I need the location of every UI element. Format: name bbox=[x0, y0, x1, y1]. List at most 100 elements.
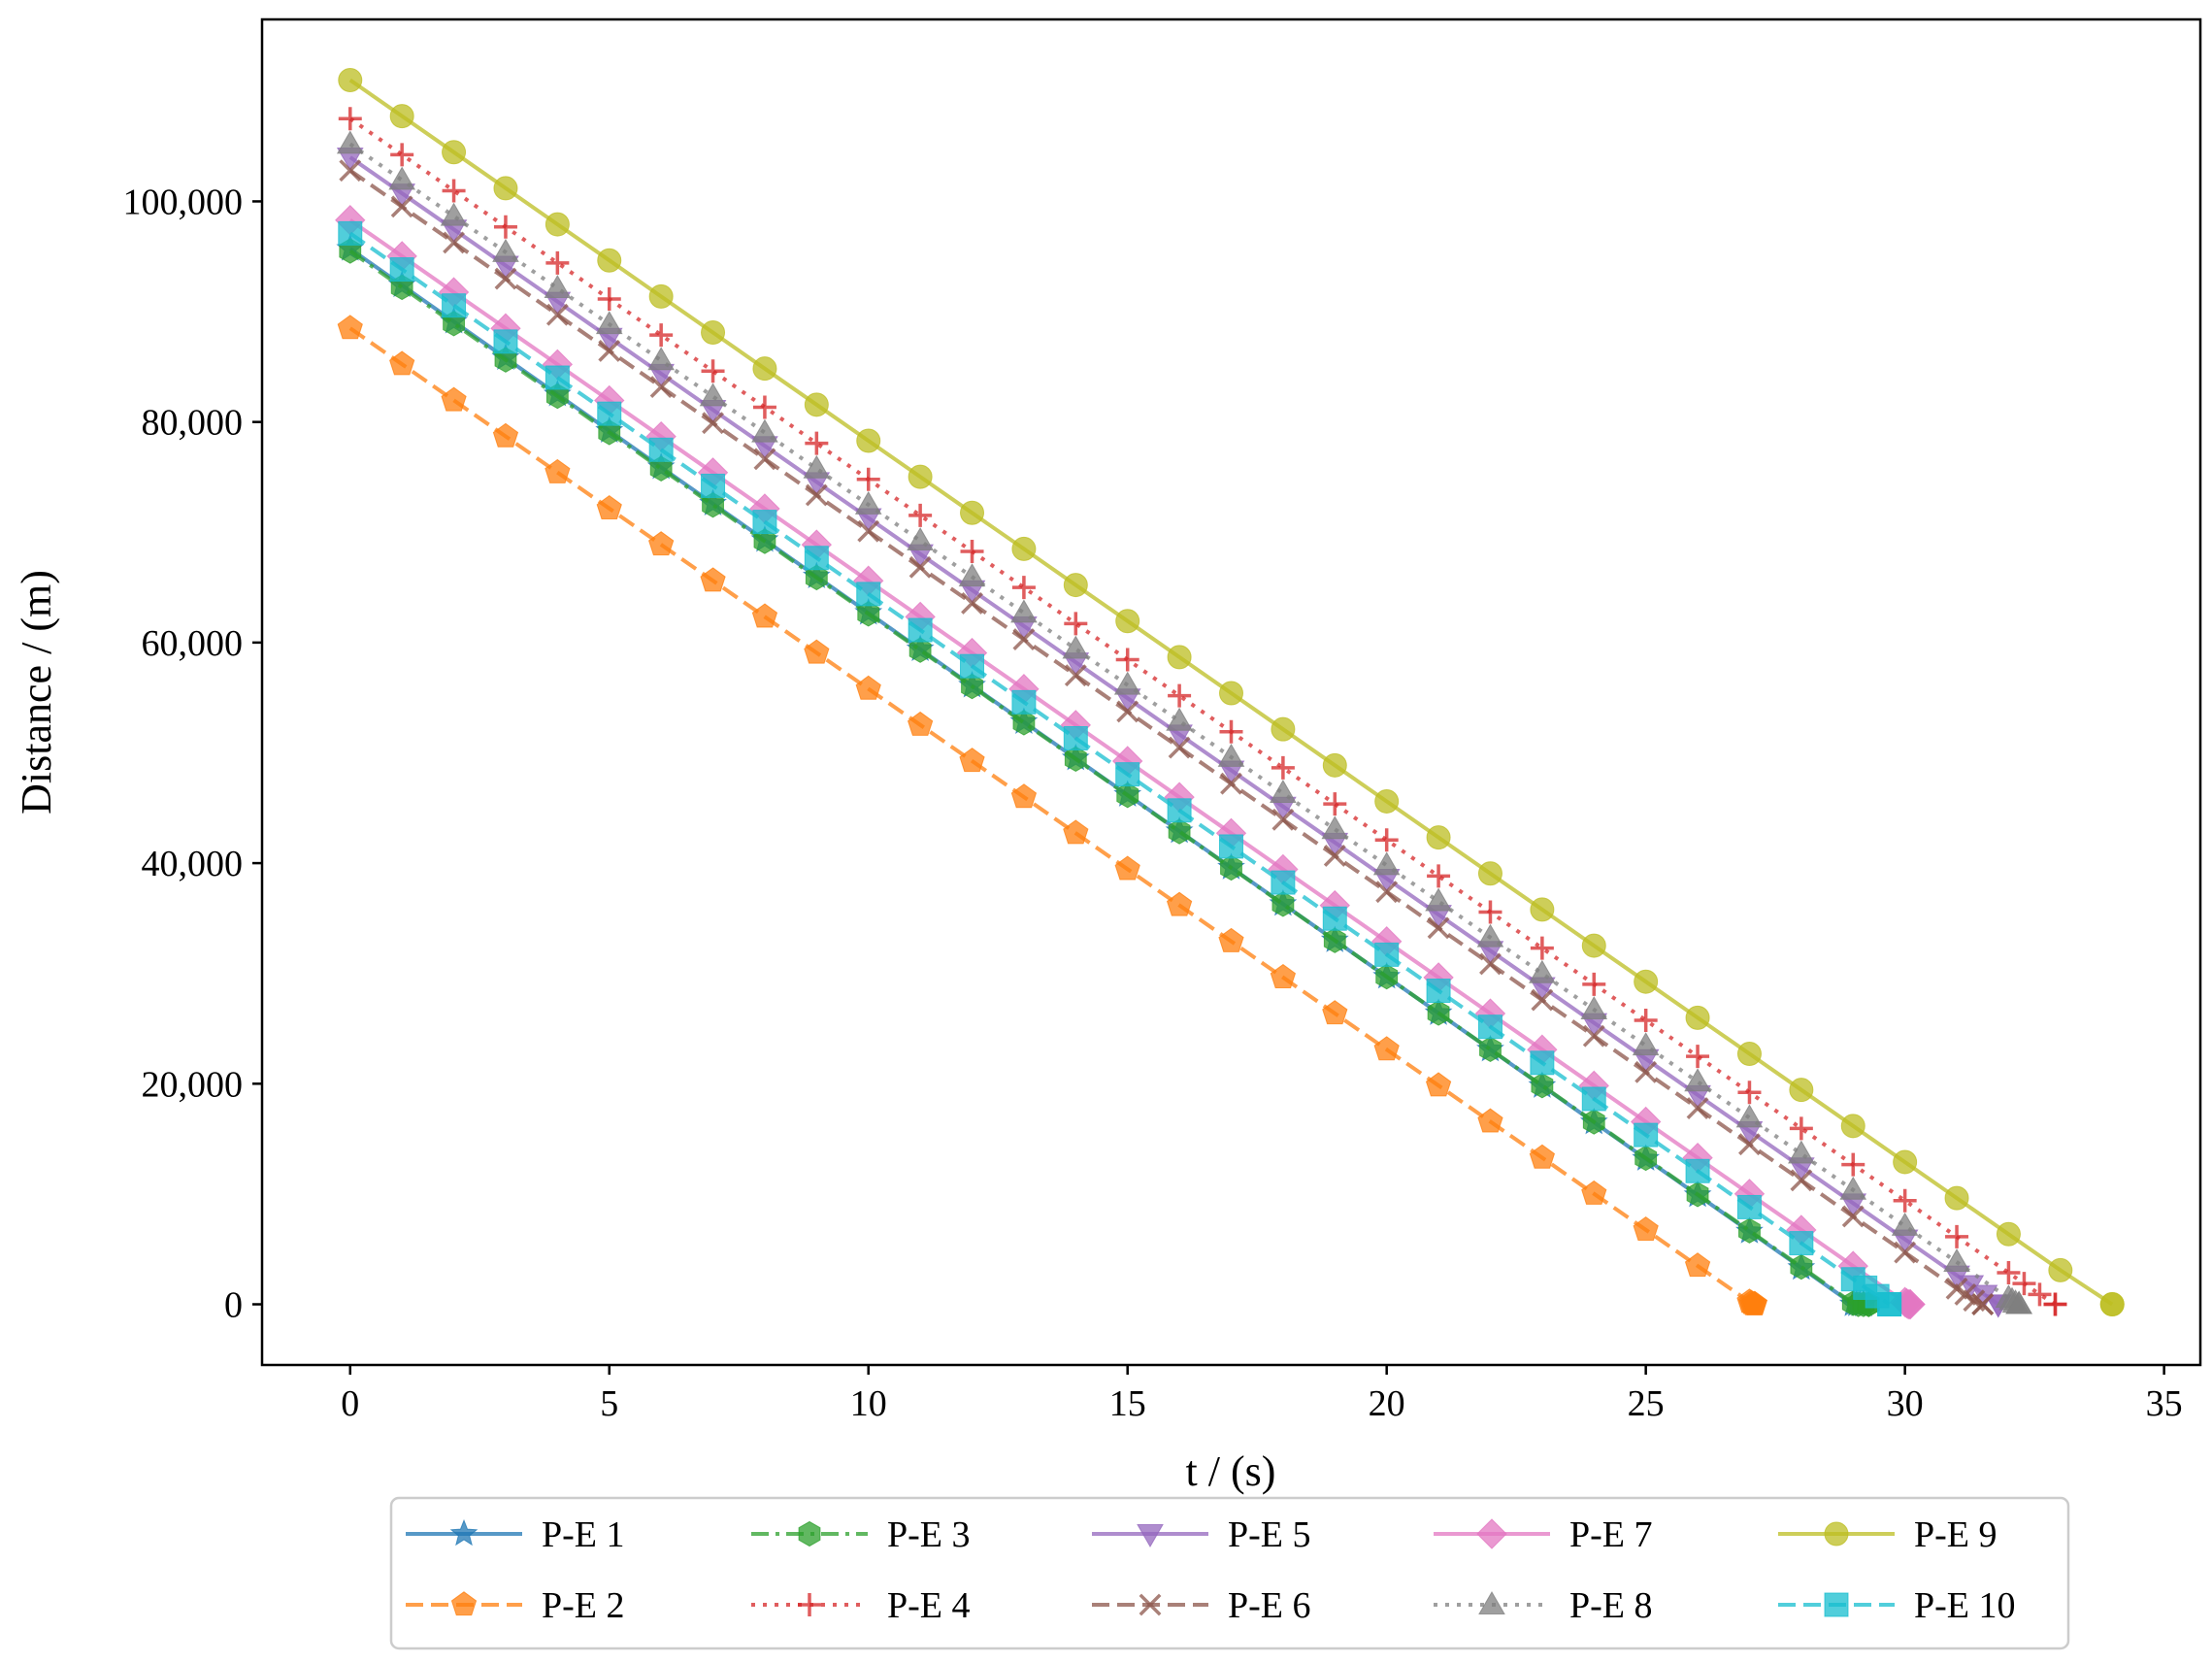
data-point bbox=[1270, 780, 1297, 804]
series-p-e-6 bbox=[339, 159, 1995, 1315]
legend-label: P-E 7 bbox=[1569, 1514, 1653, 1555]
y-tick-label: 20,000 bbox=[142, 1064, 244, 1105]
data-point bbox=[751, 418, 778, 443]
data-point bbox=[701, 359, 725, 383]
legend-item: P-E 4 bbox=[751, 1585, 971, 1626]
legend-item: P-E 9 bbox=[1778, 1514, 1997, 1555]
data-point bbox=[1738, 1133, 1761, 1156]
data-point bbox=[908, 617, 933, 643]
data-point bbox=[1736, 1042, 1762, 1067]
data-point bbox=[1427, 916, 1450, 940]
legend-item: P-E 10 bbox=[1778, 1585, 2016, 1626]
data-point bbox=[1426, 979, 1451, 1004]
data-point bbox=[440, 202, 468, 226]
series-line bbox=[348, 249, 1869, 1307]
data-point bbox=[699, 382, 727, 407]
data-point bbox=[1166, 891, 1193, 916]
legend-label: P-E 10 bbox=[1914, 1585, 2016, 1626]
legend-label: P-E 1 bbox=[542, 1514, 625, 1555]
data-point bbox=[702, 492, 724, 518]
data-point bbox=[1943, 1248, 1970, 1273]
data-point bbox=[1012, 628, 1036, 651]
data-point bbox=[1375, 881, 1399, 904]
data-point bbox=[545, 250, 570, 275]
data-point bbox=[1113, 671, 1141, 695]
data-point bbox=[337, 315, 363, 340]
data-point bbox=[1115, 609, 1140, 634]
data-point bbox=[1220, 854, 1242, 881]
series-p-e-2 bbox=[337, 315, 1767, 1315]
data-point bbox=[2043, 1292, 2067, 1316]
data-point bbox=[595, 311, 623, 335]
data-point bbox=[1476, 923, 1504, 948]
data-point bbox=[700, 567, 726, 592]
data-point bbox=[1063, 819, 1089, 845]
x-tick-label: 20 bbox=[1369, 1383, 1405, 1424]
data-point bbox=[1684, 1068, 1711, 1092]
data-point bbox=[961, 673, 983, 700]
data-point bbox=[1893, 1149, 1918, 1175]
data-point bbox=[1737, 1081, 1762, 1105]
data-point bbox=[648, 437, 674, 462]
data-point bbox=[2012, 1272, 2036, 1296]
data-point bbox=[390, 195, 413, 218]
data-point bbox=[1530, 1050, 1555, 1076]
data-point bbox=[907, 711, 934, 736]
data-point bbox=[1582, 1109, 1605, 1135]
legend-label: P-E 4 bbox=[887, 1585, 971, 1626]
data-point bbox=[1738, 1217, 1761, 1244]
data-point bbox=[1271, 755, 1295, 780]
data-point bbox=[1271, 870, 1296, 895]
data-point bbox=[545, 303, 569, 326]
legend-item: P-E 5 bbox=[1092, 1514, 1311, 1555]
data-point bbox=[701, 320, 726, 346]
x-tick-label: 0 bbox=[341, 1383, 359, 1424]
data-point bbox=[1115, 762, 1140, 787]
data-point bbox=[545, 458, 571, 483]
data-point bbox=[908, 555, 932, 579]
data-point bbox=[1789, 1116, 1813, 1141]
data-point bbox=[1530, 936, 1554, 960]
data-point bbox=[1271, 891, 1295, 917]
data-point bbox=[492, 422, 519, 448]
data-point bbox=[960, 653, 985, 679]
data-point bbox=[1996, 1221, 2021, 1247]
y-tick-label: 80,000 bbox=[142, 403, 244, 444]
legend-item: P-E 6 bbox=[1092, 1585, 1311, 1626]
data-point bbox=[597, 401, 622, 426]
data-point bbox=[1064, 664, 1087, 687]
data-point bbox=[1167, 645, 1192, 670]
x-tick-label: 15 bbox=[1109, 1383, 1146, 1424]
data-point bbox=[805, 483, 828, 507]
data-point bbox=[857, 601, 880, 627]
data-point bbox=[908, 503, 933, 527]
data-point bbox=[648, 531, 675, 556]
data-point bbox=[338, 107, 362, 131]
data-point bbox=[1374, 828, 1399, 852]
series-line bbox=[348, 218, 1910, 1307]
data-point bbox=[1582, 1024, 1605, 1048]
data-point bbox=[1841, 1205, 1865, 1228]
data-point bbox=[1839, 1176, 1867, 1200]
data-point bbox=[1062, 635, 1090, 659]
data-point bbox=[598, 419, 621, 446]
legend-label: P-E 2 bbox=[542, 1585, 625, 1626]
data-point bbox=[854, 490, 882, 515]
data-point bbox=[1064, 612, 1088, 636]
legend-marker bbox=[798, 1593, 821, 1616]
data-point bbox=[1115, 648, 1139, 672]
data-point bbox=[648, 283, 674, 309]
data-point bbox=[1634, 1060, 1658, 1083]
data-point bbox=[1219, 719, 1243, 744]
data-point bbox=[1322, 752, 1347, 778]
y-tick-label: 40,000 bbox=[142, 844, 244, 884]
data-point bbox=[1789, 1231, 1814, 1256]
legend-label: P-E 8 bbox=[1569, 1585, 1653, 1626]
data-point bbox=[1841, 1152, 1865, 1177]
data-point bbox=[1790, 1253, 1813, 1281]
data-point bbox=[1529, 1144, 1556, 1169]
plot-frame bbox=[260, 17, 2202, 1367]
data-point bbox=[1685, 1005, 1710, 1030]
